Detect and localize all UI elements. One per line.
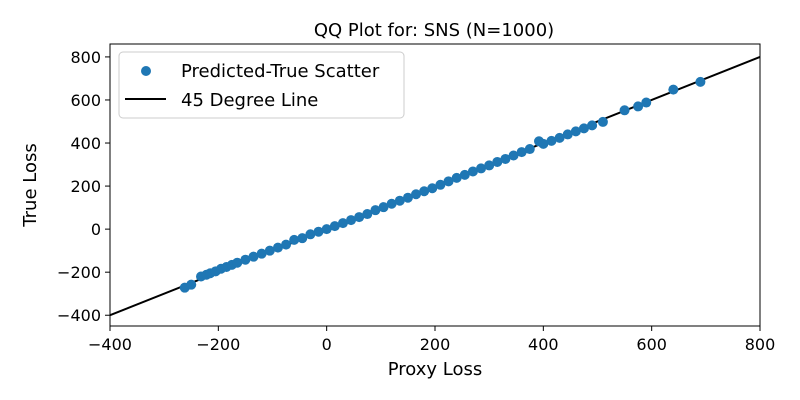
scatter-point: [578, 123, 589, 134]
scatter-point: [272, 242, 283, 253]
scatter-point: [435, 179, 446, 190]
scatter-point: [411, 189, 422, 200]
scatter-point: [546, 135, 557, 146]
scatter-point: [305, 229, 316, 240]
scatter-point: [500, 153, 511, 164]
scatter-point: [562, 129, 573, 140]
scatter-point: [695, 76, 706, 87]
scatter-point: [186, 279, 197, 290]
x-axis: −400 −200 0 200 400 600 800: [88, 326, 775, 354]
x-axis-label: Proxy Loss: [388, 359, 483, 380]
scatter-point: [313, 226, 324, 237]
legend-entry-line: 45 Degree Line: [181, 90, 318, 111]
scatter-point: [492, 156, 503, 167]
scatter-point: [508, 150, 519, 161]
scatter-point: [264, 245, 275, 256]
scatter-point: [289, 234, 300, 245]
scatter-point: [354, 212, 365, 223]
x-tick-label: 400: [528, 335, 559, 354]
legend-entry-scatter: Predicted-True Scatter: [181, 61, 380, 82]
scatter-point: [337, 218, 348, 229]
scatter-point: [427, 183, 438, 194]
y-tick-label: 400: [70, 134, 101, 153]
scatter-point: [516, 147, 527, 158]
scatter-point: [524, 144, 535, 155]
scatter-point: [394, 195, 405, 206]
scatter-point: [467, 166, 478, 177]
scatter-point: [619, 105, 630, 116]
scatter-point: [402, 192, 413, 203]
scatter-point: [256, 248, 267, 259]
y-tick-label: 200: [70, 177, 101, 196]
scatter-point: [538, 138, 549, 149]
y-axis: −400 −200 0 200 400 600 800: [57, 48, 110, 325]
scatter-point: [281, 239, 292, 250]
scatter-point: [232, 257, 243, 268]
legend-box: [118, 51, 405, 119]
scatter-point: [554, 132, 565, 143]
scatter-point: [370, 205, 381, 216]
scatter-point: [297, 233, 308, 244]
y-tick-label: 0: [91, 220, 101, 239]
scatter-point: [362, 209, 373, 220]
scatter-point: [476, 163, 487, 174]
y-tick-label: 800: [70, 48, 101, 67]
x-tick-label: −200: [196, 335, 240, 354]
x-tick-label: 800: [745, 335, 776, 354]
scatter-point: [346, 215, 357, 226]
scatter-point: [668, 84, 679, 95]
x-tick-label: −400: [88, 335, 132, 354]
scatter-point: [570, 126, 581, 137]
chart-title: QQ Plot for: SNS (N=1000): [314, 20, 554, 41]
scatter-point: [587, 120, 598, 131]
legend: Predicted-True Scatter 45 Degree Line: [118, 51, 405, 119]
scatter-point: [321, 224, 332, 235]
scatter-point: [386, 198, 397, 209]
x-tick-label: 200: [420, 335, 451, 354]
scatter-point: [240, 254, 251, 265]
y-tick-label: −400: [57, 306, 101, 325]
scatter-point: [597, 116, 608, 127]
scatter-point: [378, 202, 389, 213]
y-tick-label: −200: [57, 263, 101, 282]
scatter-point: [443, 176, 454, 187]
scatter-point: [633, 101, 644, 112]
x-tick-label: 0: [322, 335, 332, 354]
y-axis-label: True Loss: [20, 143, 41, 227]
scatter-point: [451, 172, 462, 183]
scatter-point: [248, 251, 259, 262]
plot-area: [109, 43, 761, 327]
legend-scatter-marker: [141, 66, 151, 76]
scatter-point: [641, 97, 652, 108]
y-tick-label: 600: [70, 91, 101, 110]
x-tick-label: 600: [636, 335, 667, 354]
scatter-point: [329, 221, 340, 232]
scatter-point: [459, 169, 470, 180]
scatter-point: [419, 186, 430, 197]
scatter-point: [484, 160, 495, 171]
